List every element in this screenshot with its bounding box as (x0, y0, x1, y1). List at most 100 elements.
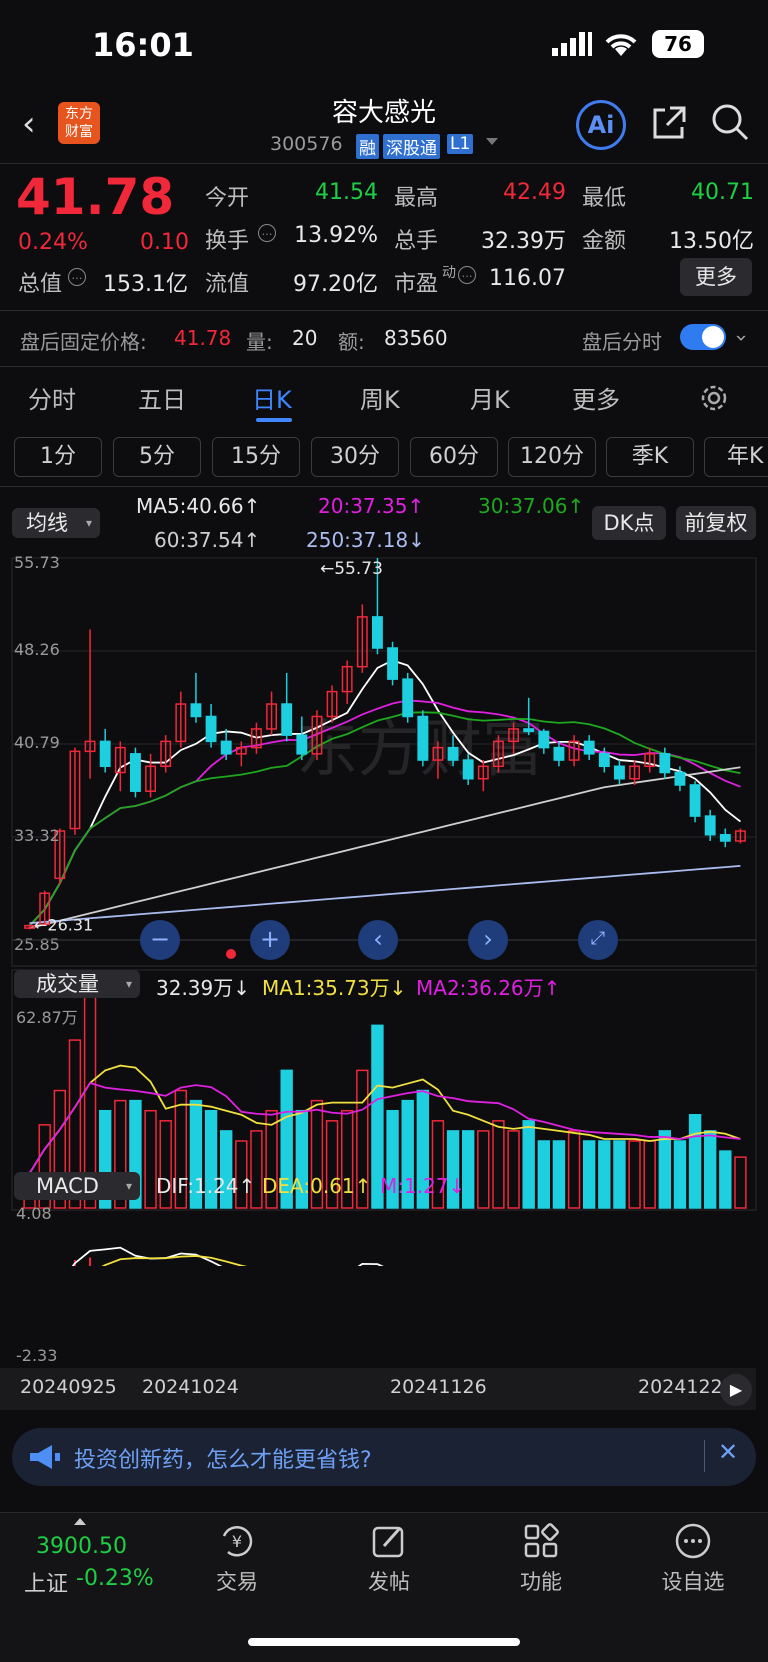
mktcap-value: 153.1亿 (103, 272, 188, 297)
candle-body (523, 728, 535, 733)
info-icon[interactable]: … (68, 268, 86, 286)
ad-banner[interactable]: 投资创新药，怎么才能更省钱? ✕ (12, 1428, 756, 1486)
period-year[interactable]: 年K (704, 437, 768, 477)
candle-body (114, 746, 126, 774)
chevron-down-icon[interactable]: › (730, 334, 754, 342)
info-icon[interactable]: … (258, 224, 276, 242)
volume-bar (719, 1150, 732, 1209)
index-name[interactable]: 上证 (24, 1572, 69, 1597)
divider (0, 163, 768, 164)
date-label-2: 20241024 (142, 1376, 239, 1398)
back-icon[interactable]: ‹ (22, 104, 36, 144)
ma-line (29, 766, 741, 930)
volume-bar (522, 1120, 535, 1209)
candle-body (99, 740, 111, 768)
nav-post[interactable]: 发帖 (368, 1570, 410, 1594)
candle-body (54, 830, 66, 880)
candle-body (477, 765, 489, 780)
y-tick-label: 33.32 (14, 826, 60, 845)
volume-bar (703, 1130, 717, 1209)
macd-dea: DEA:0.61↑ (262, 1174, 372, 1198)
scroll-right-button[interactable]: › (468, 920, 508, 960)
share-icon[interactable] (650, 104, 688, 142)
period-quarter[interactable]: 季K (606, 437, 694, 477)
chevron-up-icon[interactable] (74, 1518, 86, 1525)
macd-selector[interactable]: MACD ▾ (14, 1172, 140, 1200)
period-120min[interactable]: 120分 (508, 437, 596, 477)
status-time: 16:01 (92, 26, 194, 64)
period-1min[interactable]: 1分 (14, 437, 102, 477)
volume-bar (204, 1109, 218, 1209)
index-value[interactable]: 3900.50 (36, 1534, 127, 1559)
candle-body (175, 703, 187, 743)
status-bar: 16:01 76 (0, 0, 768, 90)
nav-watchlist[interactable]: 设自选 (661, 1570, 725, 1594)
candle-body (613, 765, 625, 780)
scroll-left-button[interactable]: ‹ (358, 920, 398, 960)
gear-icon[interactable] (698, 382, 730, 414)
macd-selector-label: MACD (36, 1174, 99, 1198)
after-toggle[interactable] (680, 324, 726, 350)
adjust-button[interactable]: 前复权 (676, 506, 756, 540)
candle-body (387, 647, 399, 680)
volume-bar (643, 1140, 656, 1209)
zoom-out-button[interactable]: − (140, 920, 180, 960)
volume-bar (38, 1124, 51, 1209)
volume-bar (265, 1109, 278, 1209)
candle-body (538, 730, 550, 749)
after-label: 盘后固定价格: (20, 330, 147, 354)
after-toggle-label: 盘后分时 (582, 330, 662, 354)
more-dots-icon[interactable] (674, 1522, 712, 1560)
candle-body (568, 740, 580, 761)
nav-trade[interactable]: 交易 (216, 1570, 258, 1594)
turnover-value: 13.92% (294, 223, 378, 248)
candle-body (84, 740, 96, 753)
info-icon[interactable]: … (458, 266, 476, 284)
period-30min[interactable]: 30分 (311, 437, 399, 477)
dk-point-button[interactable]: DK点 (592, 506, 666, 540)
search-icon[interactable] (710, 102, 750, 142)
tab-weekly-k[interactable]: 周K (360, 386, 400, 414)
tab-intraday[interactable]: 分时 (28, 386, 76, 414)
period-15min[interactable]: 15分 (212, 437, 300, 477)
tab-monthly-k[interactable]: 月K (470, 386, 510, 414)
candle-body (447, 746, 459, 761)
volume-bar (325, 1120, 339, 1209)
volume-bar (144, 1109, 157, 1209)
tab-more[interactable]: 更多 (572, 386, 620, 414)
macd-max: 4.08 (16, 1204, 52, 1223)
amount-value: 13.50亿 (669, 229, 754, 254)
edit-icon[interactable] (370, 1522, 408, 1560)
date-label-4: 2024122 (638, 1376, 723, 1398)
ai-button[interactable]: Ai (576, 100, 626, 150)
bottom-nav (0, 1512, 768, 1662)
index-pct[interactable]: -0.23% (76, 1566, 154, 1591)
nav-function[interactable]: 功能 (520, 1570, 562, 1594)
ma-selector[interactable]: 均线 ▾ (12, 508, 100, 538)
volume-max: 62.87万 (16, 1008, 78, 1027)
trade-icon[interactable]: ¥ (218, 1522, 256, 1560)
divider (0, 310, 768, 311)
candle-body (266, 703, 278, 730)
home-indicator (248, 1638, 520, 1646)
volume-bar (219, 1130, 233, 1209)
chevron-down-icon[interactable] (486, 138, 498, 145)
tab-5day[interactable]: 五日 (138, 386, 186, 414)
more-button[interactable]: 更多 (680, 258, 752, 296)
float-value: 97.20亿 (293, 272, 378, 297)
period-60min[interactable]: 60分 (410, 437, 498, 477)
volume-selector[interactable]: 成交量 ▾ (14, 970, 140, 998)
play-icon[interactable]: ▶ (720, 1374, 752, 1406)
volume-bar (371, 1024, 384, 1209)
volume-current: 32.39万↓ (156, 976, 251, 1000)
tab-daily-k[interactable]: 日K (252, 386, 292, 414)
zoom-in-button[interactable]: + (250, 920, 290, 960)
event-marker[interactable] (226, 949, 236, 959)
period-5min[interactable]: 5分 (113, 437, 201, 477)
grid-icon[interactable] (522, 1522, 560, 1560)
volume-label: 总手 (394, 229, 439, 254)
date-label-1: 20240925 (20, 1376, 117, 1398)
close-icon[interactable]: ✕ (718, 1438, 739, 1466)
fullscreen-icon[interactable]: ⤢ (578, 920, 618, 960)
